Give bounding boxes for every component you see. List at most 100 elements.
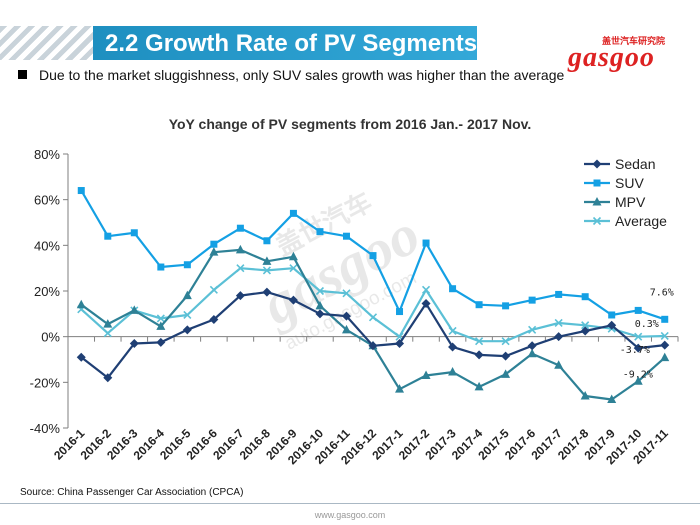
average-point [634,332,643,341]
legend-item-sedan: Sedan [584,156,655,172]
mpv-point [660,352,670,362]
y-tick-label: -20% [30,375,61,390]
average-point [156,314,165,323]
average-point [660,331,669,341]
average-point [554,318,563,328]
sedan-point [607,320,617,330]
suv-point [316,228,324,236]
suv-point [210,240,218,248]
legend-label-average: Average [615,213,667,229]
sedan-point [633,343,643,353]
average-point [183,310,192,320]
y-tick-label: 20% [34,284,60,299]
sedan-point [103,373,113,383]
mpv-point [288,251,298,261]
suv-point [77,187,85,195]
sedan-point [554,332,564,342]
legend-marker-suv [593,179,601,187]
legend-marker-mpv [592,197,602,206]
mpv-point [501,369,511,378]
sedan-point [580,326,590,336]
mpv-point [421,370,431,379]
header-banner: 2.2 Growth Rate of PV Segments 盖世汽车研究院 g… [0,14,700,73]
average-point [289,264,298,273]
sedan-point [315,309,325,319]
average-point [448,326,457,336]
mpv-point [607,394,617,403]
legend-marker-sedan [592,159,602,169]
sedan-point [156,337,166,347]
suv-point [555,290,563,298]
average-point [528,325,537,334]
footer-divider [0,503,700,504]
sedan-point [660,340,670,350]
bullet-square-icon [18,70,27,79]
average-point [342,289,351,298]
average-point [103,329,112,338]
suv-point [634,306,642,314]
data-label-average: 0.3% [635,319,659,330]
average-point [368,313,378,322]
legend: Sedan SUV MPV Average [584,156,667,229]
data-label-mpv: -9.2% [623,370,653,381]
y-tick-label: 60% [34,193,60,208]
sedan-point [209,315,219,325]
sedan-point [501,351,511,361]
suv-point [661,315,669,323]
legend-item-average: Average [584,213,667,229]
sedan-point [448,342,458,352]
sedan-point [235,291,245,301]
bullet-text: Due to the market sluggishness, only SUV… [39,67,565,83]
legend-label-suv: SUV [615,175,644,191]
source-note: Source: China Passenger Car Association … [20,487,244,498]
series-suv [77,187,669,323]
header-stripes [0,26,94,60]
legend-item-suv: SUV [584,175,644,191]
logo-chinese-text: 盖世汽车研究院 [602,37,666,47]
y-tick-label: 80% [34,147,60,162]
suv-point [236,224,244,232]
sedan-point [421,299,431,309]
sedan-point [76,352,86,362]
mpv-point [156,321,166,330]
suv-point [475,301,483,309]
sedan-point [368,341,378,351]
mpv-point [554,360,564,369]
sedan-point [288,295,298,305]
suv-point [263,237,271,245]
y-tick-label: 0% [41,330,60,345]
title-bar [93,26,477,60]
gasgoo-logo: gasgoo [568,42,655,73]
mpv-point [182,290,192,300]
chart-title: YoY change of PV segments from 2016 Jan.… [168,116,532,132]
suv-point [369,252,377,260]
average-point [315,286,325,296]
legend-label-sedan: Sedan [615,156,655,172]
data-label-sedan: -3.7% [620,345,650,356]
suv-point [130,229,138,237]
suv-point [342,232,350,240]
average-point [236,264,245,273]
bullet-point: Due to the market sluggishness, only SUV… [18,67,564,83]
average-point [209,285,218,294]
suv-point [502,302,510,310]
mpv-point [527,348,537,358]
suv-point [528,296,536,304]
series-sedan [76,287,670,383]
y-tick-label: 40% [34,238,60,253]
mpv-point [76,299,86,309]
average-point [262,266,271,275]
mpv-point [262,256,272,265]
legend-item-mpv: MPV [584,194,646,210]
average-point [475,337,484,346]
mpv-point [315,300,325,310]
suv-point [396,308,404,316]
mpv-point [448,367,458,376]
legend-label-mpv: MPV [615,194,646,210]
suv-point [289,209,297,217]
average-point [581,321,590,330]
mpv-point [209,247,219,256]
data-label-suv: 7.6% [650,287,674,298]
sedan-point [527,341,537,351]
